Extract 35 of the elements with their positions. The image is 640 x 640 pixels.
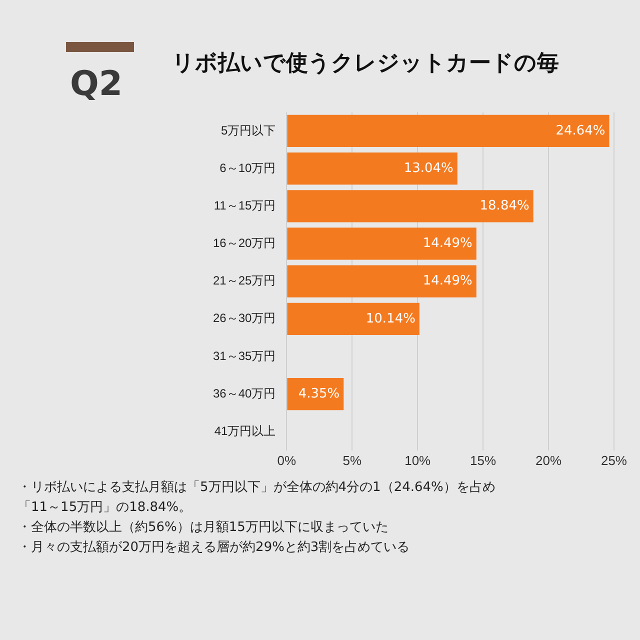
text: ・月々の支払額が20万円を超える層が約29%と約3割を占めている xyxy=(18,539,411,557)
x-tick-label: 10% xyxy=(404,452,432,468)
data-label: 24.64% xyxy=(556,123,606,138)
y-tick-label: 41万円以上 xyxy=(214,424,276,438)
y-tick-label: 5万円以下 xyxy=(221,123,276,138)
y-tick-label: 16～20万円 xyxy=(212,236,276,250)
x-tick-label: 20% xyxy=(536,452,562,468)
bar xyxy=(287,302,420,335)
bar xyxy=(287,152,458,185)
y-tick-label: 21～25万円 xyxy=(212,274,276,288)
text: ・リボ払いによる支払月額は「5万円以下」が全体の約4分の1（24.64%）を占め xyxy=(18,479,496,497)
chart-title: リボ払いで使うクレジットカードの毎 xyxy=(172,50,560,78)
y-tick-label: 6～10万円 xyxy=(220,160,276,175)
y-tick-label: 26～30万円 xyxy=(212,311,276,326)
x-tick-label: 0% xyxy=(277,452,297,468)
bar xyxy=(287,190,534,222)
y-tick-label: 36～40万円 xyxy=(212,386,276,400)
x-tick-label: 15% xyxy=(470,452,497,468)
text: Q2 xyxy=(70,64,123,104)
data-label: 13.04% xyxy=(404,160,454,176)
y-tick-label: 31～35万円 xyxy=(212,348,276,363)
bar xyxy=(287,265,476,298)
bar xyxy=(287,114,610,148)
bar xyxy=(287,378,344,410)
bar xyxy=(287,228,476,260)
y-tick-label: 11～15万円 xyxy=(214,198,276,212)
text: ・全体の半数以上（約56%）は月額15万円以下に収まっていた xyxy=(18,519,390,537)
data-label: 18.84% xyxy=(480,198,530,214)
x-tick-label: 25% xyxy=(600,452,628,468)
text: 「11～15万円」の18.84%。 xyxy=(18,499,193,517)
data-label: 10.14% xyxy=(366,311,416,326)
data-label: 14.49% xyxy=(422,236,472,252)
data-label: 14.49% xyxy=(422,274,472,289)
data-label: 4.35% xyxy=(298,386,340,402)
x-tick-label: 5% xyxy=(342,452,362,468)
